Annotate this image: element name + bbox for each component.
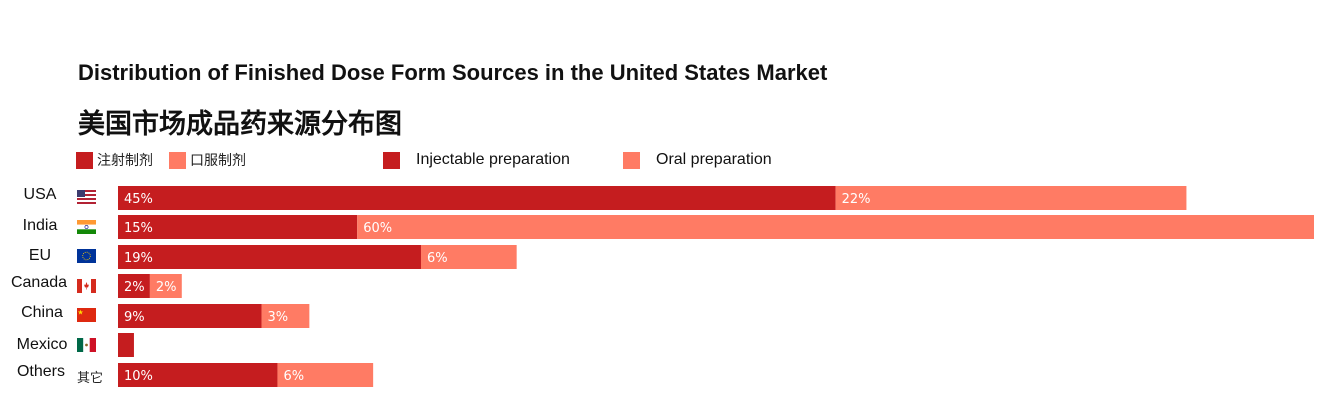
legend-swatch-injectable [76,151,93,169]
bar-others-oral [277,363,374,387]
bar-usa-injectable [118,186,836,210]
bar-eu-oral [420,245,517,269]
canada-flag-icon [77,279,96,293]
legend-label-oral-zh: 口服制剂 [190,153,246,169]
mexico-flag-icon [77,338,96,352]
bar-label-others-oral: 6% [283,369,304,384]
us-flag-icon [77,190,96,204]
eu-flag-icon [77,249,96,263]
bar-label-india-injectable: 15% [124,221,153,236]
bar-label-india-oral: 60% [363,221,392,236]
category-label-usa: USA [23,186,57,203]
india-flag-icon [77,220,96,234]
bar-label-canada-oral: 2% [156,280,177,295]
bar-mexico-injectable [118,333,134,357]
category-label-india: India [22,217,58,234]
bar-india-oral [357,215,1314,239]
category-label-others: Others [16,363,65,380]
legend-swatch-oral-en [623,151,640,169]
category-label-mexico: Mexico [16,336,68,353]
category-label-china: China [21,304,63,321]
bar-others-injectable [118,363,278,387]
bar-label-eu-oral: 6% [427,251,448,266]
bar-label-usa-oral: 22% [842,192,871,207]
bar-china-injectable [118,304,262,328]
legend-item-injectable-zh: 注射制剂 [76,151,153,169]
legend-label-injectable-en: Injectable preparation [416,151,570,168]
bar-label-canada-injectable: 2% [124,280,145,295]
legend-swatch-injectable-en [383,151,400,169]
bar-label-others-injectable: 10% [124,369,153,384]
chart-title: Distribution of Finished Dose Form Sourc… [78,60,828,85]
bar-canada-injectable [118,274,150,298]
china-flag-icon [77,308,96,322]
legend-item-oral-en: Oral preparation [623,151,772,169]
legend-label-injectable-zh: 注射制剂 [97,153,153,169]
bar-label-china-oral: 3% [268,310,289,325]
legend-label-oral-en: Oral preparation [656,151,772,168]
category-label-eu: EU [28,247,52,264]
bar-china-oral [261,304,310,328]
bar-canada-oral [149,274,182,298]
bar-india-injectable [118,215,358,239]
legend-swatch-oral [169,151,186,169]
chart-subtitle: 美国市场成品药来源分布图 [78,109,402,140]
others-zh-label: 其它 [77,371,104,386]
bar-label-eu-injectable: 19% [124,251,153,266]
bar-label-china-injectable: 9% [124,310,145,325]
bar-eu-injectable [118,245,421,269]
category-label-canada: Canada [10,274,68,291]
bar-label-usa-injectable: 45% [124,192,153,207]
legend-item-injectable-en: Injectable preparation [383,151,570,169]
bar-usa-oral [835,186,1187,210]
legend-item-oral-zh: 口服制剂 [169,151,246,169]
